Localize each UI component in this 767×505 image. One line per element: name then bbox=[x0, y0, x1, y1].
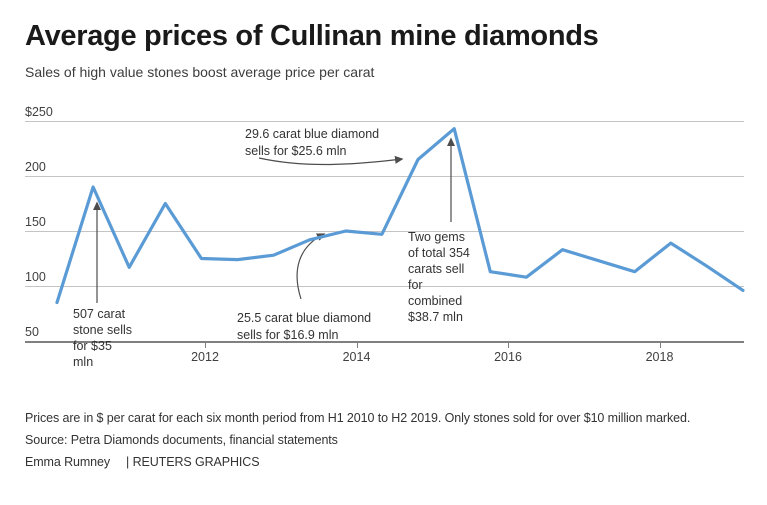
chart-subtitle: Sales of high value stones boost average… bbox=[25, 64, 375, 80]
x-axis-tick bbox=[508, 342, 509, 348]
x-axis-line bbox=[25, 341, 744, 343]
chart-title: Average prices of Cullinan mine diamonds bbox=[25, 20, 599, 52]
x-axis-tick bbox=[659, 342, 661, 348]
x-axis-label: 2018 bbox=[645, 350, 674, 364]
x-axis-label: 2012 bbox=[191, 350, 219, 364]
gridline bbox=[25, 121, 744, 122]
gridline bbox=[25, 176, 744, 177]
footnote: Prices are in $ per carat for each six m… bbox=[25, 411, 691, 425]
annotation-arrow-25-5-carat bbox=[296, 233, 326, 300]
source-line: Source: Petra Diamonds documents, financ… bbox=[25, 433, 338, 447]
annotation-29-6-carat: 29.6 carat blue diamond sells for $25.6 … bbox=[245, 127, 380, 158]
byline: Emma Rumney bbox=[25, 455, 111, 469]
price-line bbox=[55, 127, 745, 305]
gridline bbox=[25, 286, 744, 287]
y-axis-label: 100 bbox=[25, 270, 46, 284]
x-axis-tick bbox=[356, 342, 358, 348]
x-axis-label: 2014 bbox=[342, 350, 371, 364]
credit-separator: | bbox=[126, 455, 130, 469]
y-axis-label: $250 bbox=[25, 105, 53, 119]
gridline bbox=[25, 231, 744, 232]
credit-wrap: | REUTERS GRAPHICS bbox=[126, 455, 260, 469]
y-axis-label: 50 bbox=[25, 325, 39, 339]
y-axis-label: 150 bbox=[25, 215, 46, 229]
y-axis-label: 200 bbox=[25, 160, 46, 174]
x-axis-tick bbox=[205, 342, 206, 348]
annotation-507-carat: 507 carat stone sells for $35 mln bbox=[73, 307, 133, 369]
annotation-25-5-carat: 25.5 carat blue diamond sells for $16.9 … bbox=[237, 311, 372, 342]
credit: REUTERS GRAPHICS bbox=[132, 455, 260, 469]
byline-row: Emma Rumney | REUTERS GRAPHICS bbox=[25, 455, 260, 469]
annotation-two-gems: Two gems of total 354 carats sell for co… bbox=[408, 230, 470, 324]
x-axis-label: 2016 bbox=[494, 350, 522, 364]
